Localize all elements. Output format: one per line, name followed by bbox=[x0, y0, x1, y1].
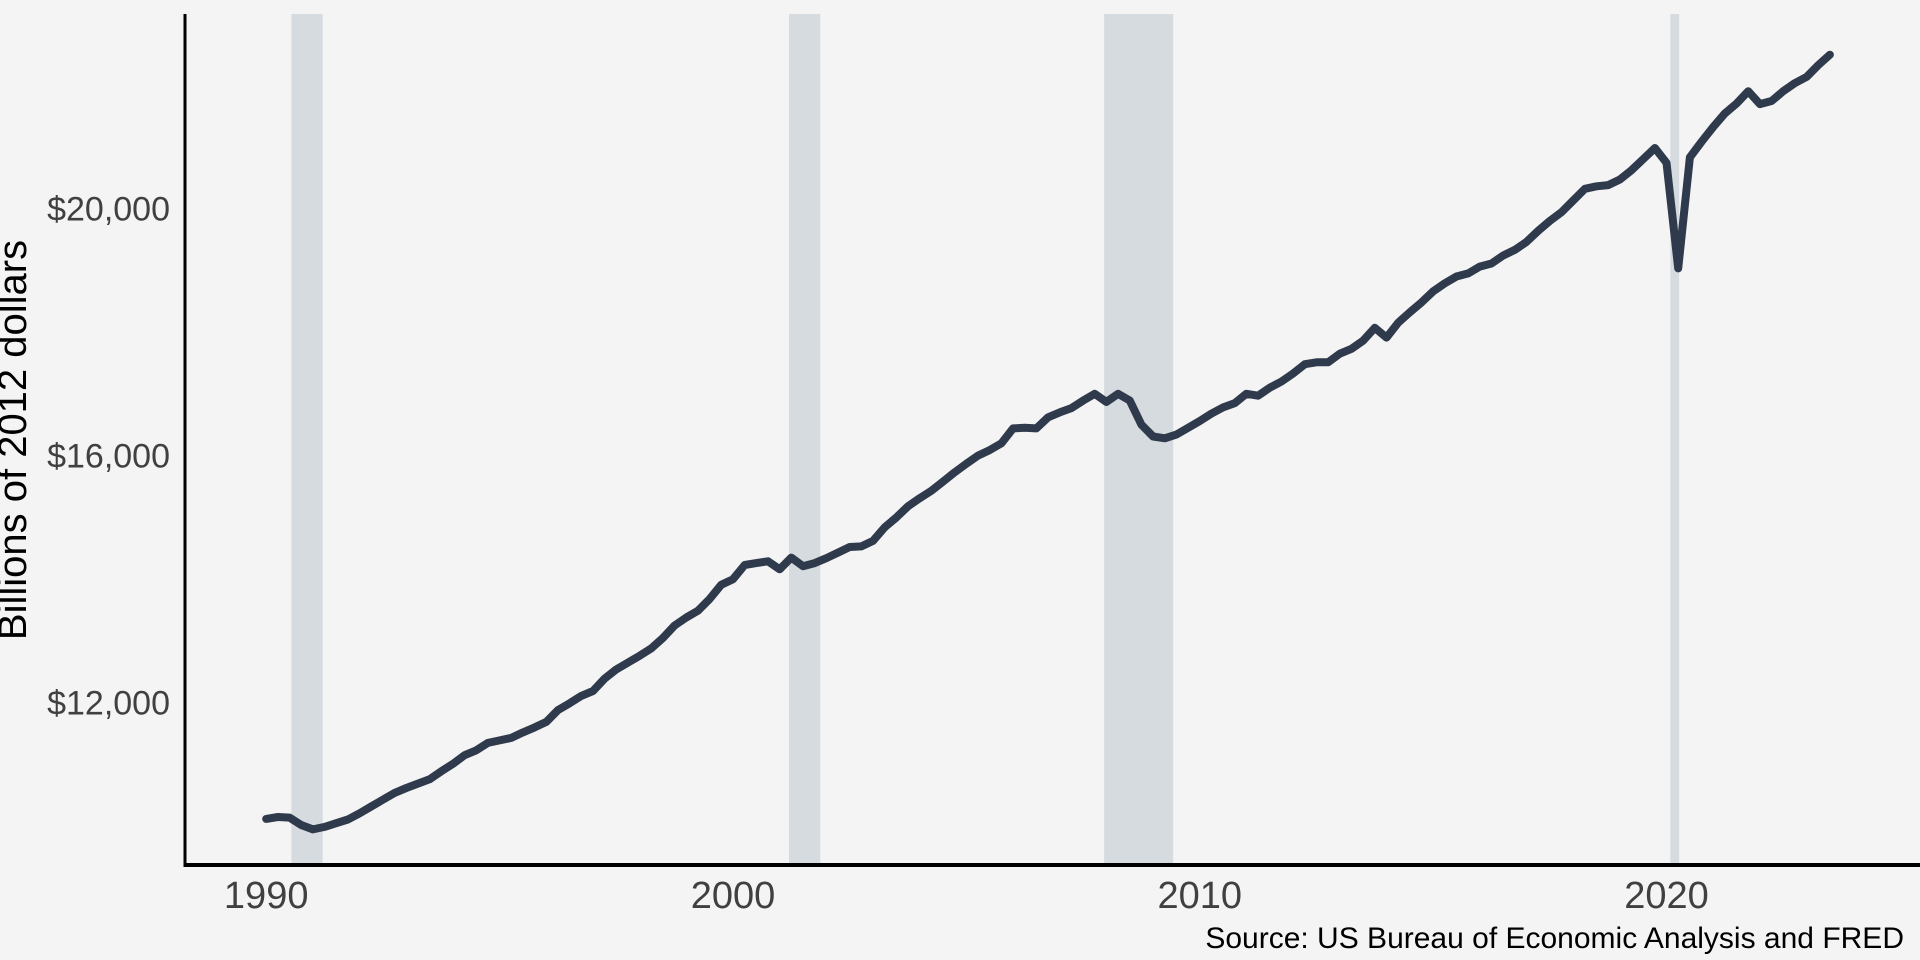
y-tick-label: $20,000 bbox=[47, 191, 170, 229]
x-tick-label: 2010 bbox=[1158, 875, 1243, 917]
y-axis-tick-labels: $12,000 $16,000 $20,000 bbox=[47, 191, 170, 723]
x-tick-label: 2020 bbox=[1624, 875, 1709, 917]
source-note: Source: US Bureau of Economic Analysis a… bbox=[1205, 922, 1904, 955]
recession-band bbox=[789, 14, 821, 863]
x-tick-label: 1990 bbox=[224, 875, 309, 917]
y-axis-spine bbox=[183, 14, 187, 867]
recession-band bbox=[291, 14, 323, 863]
y-axis-title: Billions of 2012 dollars bbox=[0, 240, 35, 640]
y-tick-label: $12,000 bbox=[47, 685, 170, 723]
recession-band bbox=[1670, 14, 1680, 863]
gdp-line bbox=[262, 50, 1834, 834]
recession-bands bbox=[291, 14, 1680, 863]
x-axis-tick-labels: 1990 2000 2010 2020 bbox=[224, 875, 1709, 917]
x-axis-spine bbox=[183, 863, 1920, 867]
y-tick-label: $16,000 bbox=[47, 438, 170, 476]
x-tick-label: 2000 bbox=[691, 875, 776, 917]
